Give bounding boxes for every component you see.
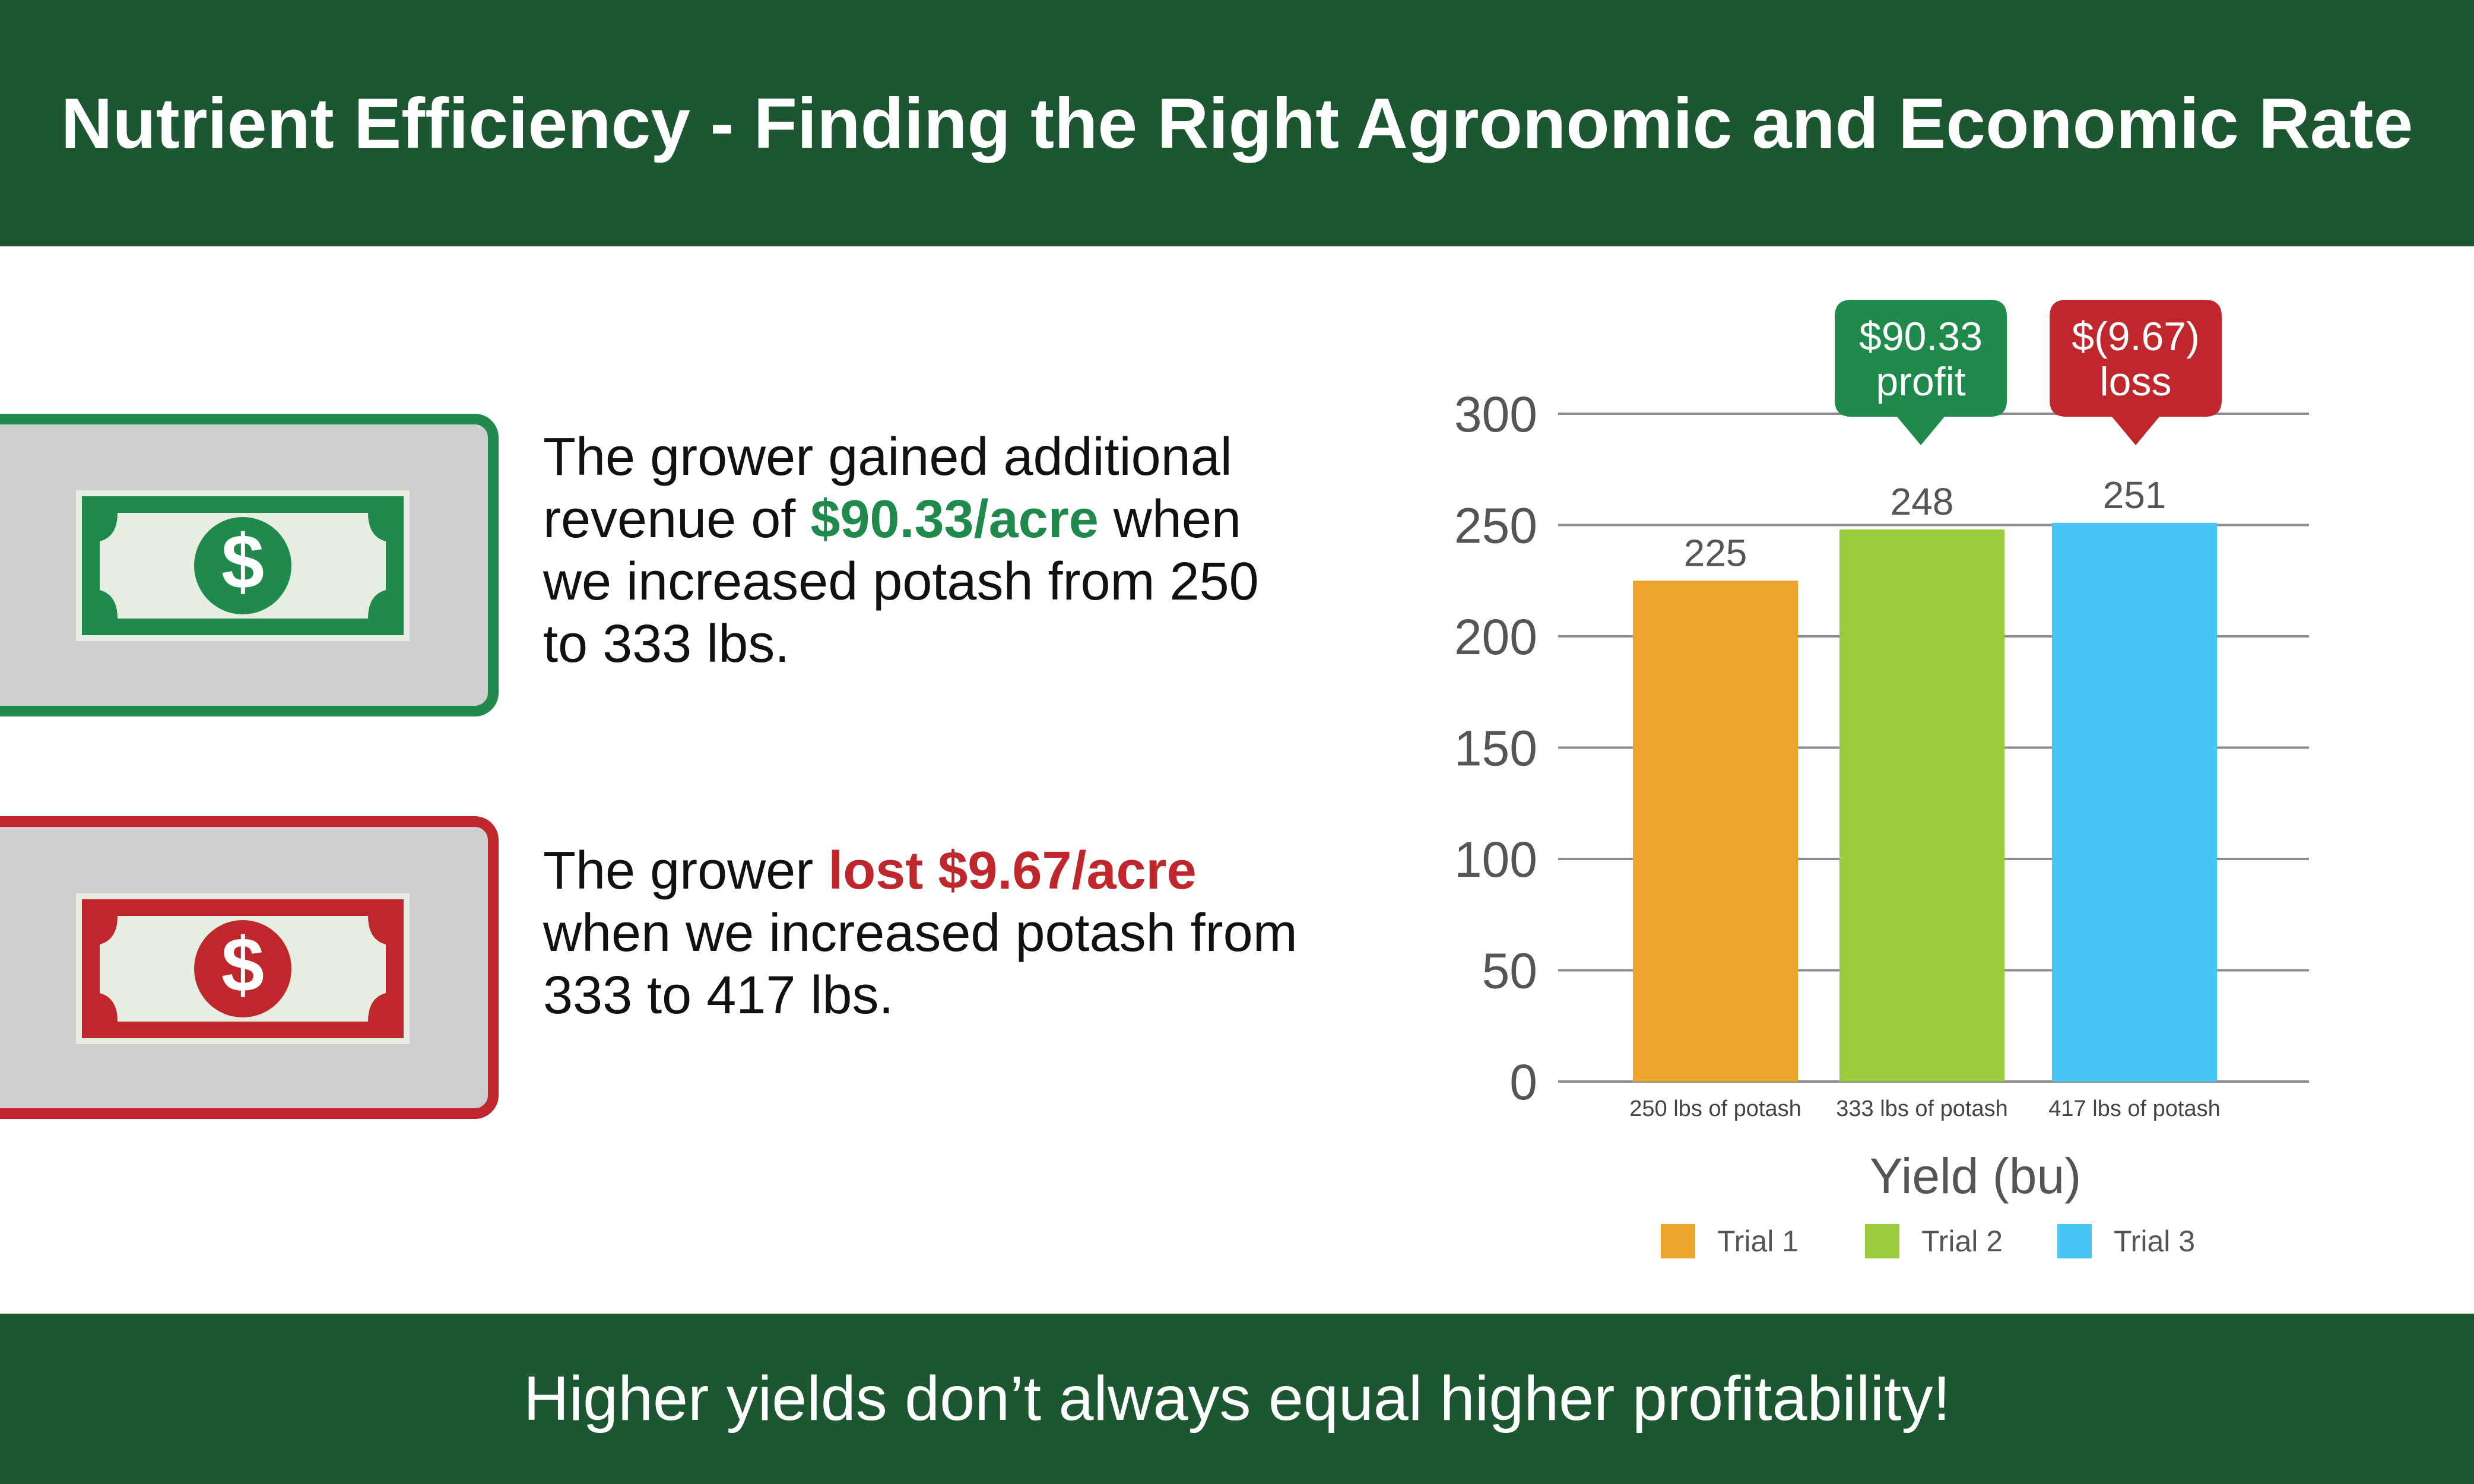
legend-label: Trial 1 [1717, 1225, 1799, 1258]
data-label: 248 [1891, 480, 1954, 523]
legend-swatch [1865, 1224, 1899, 1258]
y-tick-label: 100 [1454, 832, 1537, 887]
footer-banner: Higher yields don’t always equal higher … [0, 1314, 2474, 1484]
loss-callout-bubble [2050, 300, 2222, 445]
loss-callout-text: loss [2100, 359, 2172, 404]
bar [1633, 581, 1798, 1082]
loss-note-text: The grower [543, 841, 829, 900]
y-tick-label: 200 [1454, 609, 1537, 665]
x-tick-label: 417 lbs of potash [2048, 1096, 2220, 1121]
x-tick-label: 250 lbs of potash [1629, 1096, 1801, 1121]
loss-callout-text: $(9.67) [2072, 314, 2199, 359]
page-title: Nutrient Efficiency - Finding the Right … [61, 83, 2413, 163]
profit-callout-bubble [1835, 300, 2007, 445]
legend-swatch [2057, 1224, 2092, 1258]
loss-note: The grower lost $9.67/acre when we incre… [543, 840, 1315, 1027]
dollar-bill-red-icon: $ [76, 893, 410, 1044]
y-tick-label: 0 [1509, 1054, 1537, 1110]
profit-callout-text: profit [1876, 359, 1965, 404]
loss-amount: lost $9.67/acre [828, 841, 1197, 900]
bar [2052, 522, 2217, 1082]
header-banner: Nutrient Efficiency - Finding the Right … [0, 0, 2474, 246]
x-tick-label: 333 lbs of potash [1836, 1096, 2007, 1121]
y-tick-label: 150 [1454, 721, 1537, 776]
gain-note-text: The grower gained additional revenue of [543, 427, 1232, 549]
y-tick-label: 250 [1454, 498, 1537, 554]
legend-label: Trial 3 [2114, 1225, 2195, 1258]
dollar-symbol: $ [221, 518, 264, 605]
x-axis-label: Yield (bu) [1870, 1148, 2081, 1204]
y-tick-label: 50 [1482, 943, 1537, 999]
footer-message: Higher yields don’t always equal higher … [524, 1363, 1950, 1434]
bar [1839, 529, 2004, 1082]
gain-note: The grower gained additional revenue of … [543, 426, 1315, 676]
loss-note-text-end: when we increased potash from 333 to 417… [543, 903, 1298, 1025]
y-tick-label: 300 [1454, 386, 1537, 442]
legend-swatch [1661, 1224, 1695, 1258]
gain-amount: $90.33/acre [810, 490, 1099, 549]
dollar-bill-green-icon: $ [76, 490, 410, 641]
loss-callout: $(9.67)loss [2050, 300, 2222, 445]
dollar-symbol: $ [221, 921, 264, 1008]
gain-note-text-end: when we increased potash from 250 to 333… [543, 490, 1259, 674]
legend-label: Trial 2 [1921, 1225, 2003, 1258]
data-label: 251 [2103, 474, 2167, 516]
profit-callout-text: $90.33 [1859, 314, 1983, 359]
data-label: 225 [1684, 531, 1747, 574]
